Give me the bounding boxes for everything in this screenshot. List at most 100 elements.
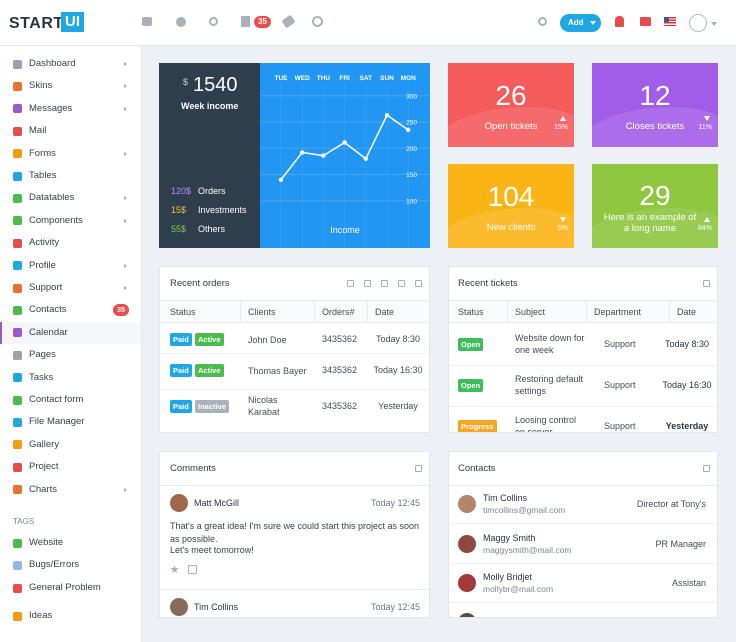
income-summary: $ 1540 Week income 120$ Orders 15$ Investme…	[159, 63, 260, 248]
menu-icon	[13, 238, 22, 248]
tag-icon	[13, 583, 22, 593]
panel-action[interactable]	[703, 280, 710, 287]
menu-item[interactable]: Skins	[29, 80, 53, 92]
x-tick-label: WED	[295, 75, 310, 82]
tag-item[interactable]: Ideas	[29, 610, 53, 621]
submenu-arrow	[124, 196, 127, 201]
menu-item[interactable]: Forms	[29, 147, 56, 159]
tag-item[interactable]: Website	[29, 537, 64, 548]
tag-item[interactable]: Bugs/Errors	[29, 559, 80, 570]
column-header: Department	[594, 307, 642, 317]
tag-item[interactable]: General Problem	[29, 582, 101, 593]
stat-label: Here is an example of a long name	[603, 212, 697, 234]
divider	[160, 589, 429, 590]
star-icon[interactable]	[170, 565, 179, 574]
ticket-date: Today 16:30	[662, 380, 712, 390]
stat-card[interactable]: 26 Open tickets 15%	[448, 63, 574, 147]
menu-item[interactable]: Contact form	[29, 394, 84, 405]
menu-item[interactable]: Messages	[29, 102, 73, 114]
bell-icon[interactable]	[615, 16, 624, 27]
menu-item[interactable]: Pages	[29, 349, 56, 361]
menu-item[interactable]: Activity	[29, 237, 60, 249]
avatar[interactable]	[689, 14, 707, 32]
stat-card[interactable]: 12 Closes tickets 11%	[592, 63, 718, 147]
income-point	[363, 156, 368, 161]
panel-action[interactable]	[381, 280, 388, 287]
panel-title: Contacts	[458, 463, 496, 474]
menu-icon	[13, 104, 22, 114]
x-tick-label: TUE	[275, 75, 289, 82]
panel-title: Recent orders	[170, 278, 230, 289]
menu-item[interactable]: Support	[29, 282, 63, 293]
status-chip: Open	[458, 338, 484, 351]
income-amount: 1540	[193, 74, 238, 96]
panel-action[interactable]	[415, 280, 422, 287]
contact-name[interactable]: Tim Collins	[483, 493, 528, 503]
contacts-panel: Contacts Tim Collins timcollins@gmail.com…	[448, 451, 718, 618]
panel-action[interactable]	[703, 465, 710, 472]
mail-icon[interactable]	[640, 17, 651, 26]
column-divider	[586, 300, 587, 323]
avatar	[170, 598, 188, 616]
menu-item[interactable]: Components	[29, 214, 83, 226]
submenu-arrow	[124, 84, 127, 89]
menu-item[interactable]: Contacts	[29, 304, 67, 316]
menu-icon	[13, 126, 22, 136]
stat-card[interactable]: 29 Here is an example of a long name 84%	[592, 164, 718, 248]
menu-item[interactable]: Dashboard	[29, 58, 76, 69]
comment-date: Today 12:45	[370, 498, 420, 508]
stat-value: 26	[495, 80, 527, 111]
stat-label: New clients	[486, 222, 536, 233]
divider	[449, 523, 717, 524]
order-date: Today 16:30	[373, 365, 423, 375]
x-tick-label: MON	[401, 75, 416, 82]
comment-text: Let's meet tomorrow!	[170, 545, 254, 555]
menu-item[interactable]: Profile	[29, 259, 56, 271]
stat-card[interactable]: 104 New clients 5%	[448, 164, 574, 248]
menu-icon	[13, 440, 22, 450]
menu-icon	[13, 261, 22, 271]
menu-item[interactable]: Gallery	[29, 438, 60, 450]
share-icon[interactable]	[188, 565, 197, 574]
menu-icon	[13, 350, 22, 360]
globe-icon[interactable]	[312, 16, 323, 27]
panel-action[interactable]	[398, 280, 405, 287]
avatar	[170, 494, 188, 512]
status-chip: Paid	[170, 333, 192, 346]
income-legend: 120$ Orders 15$ Investments 55$ Others	[159, 63, 260, 248]
logo[interactable]: START	[9, 15, 64, 32]
ticket-date: Yesterday	[665, 421, 709, 431]
menu-item[interactable]: Mail	[29, 125, 47, 137]
currency: $	[183, 77, 189, 87]
menu-item[interactable]: File Manager	[29, 416, 85, 428]
contact-name[interactable]: Molly Bridjet	[483, 572, 533, 582]
column-header: Date	[677, 307, 697, 317]
docs-icon[interactable]	[241, 16, 250, 27]
settings-icon[interactable]	[176, 17, 186, 27]
menu-item[interactable]: Tables	[29, 170, 57, 181]
contact-role: Director at Tony's	[636, 499, 706, 509]
contact-name[interactable]: Maggy Smith	[483, 532, 536, 543]
menu-item[interactable]: Project	[29, 461, 59, 473]
contact-role: Assistan	[671, 578, 706, 588]
row-divider	[449, 406, 717, 407]
flag-canton	[664, 17, 669, 22]
stat-label: Closes tickets	[625, 121, 685, 132]
chat-icon[interactable]	[142, 17, 152, 26]
search-icon[interactable]	[538, 17, 547, 26]
menu-item[interactable]: Datatables	[29, 192, 75, 204]
add-button[interactable]: Add	[560, 14, 601, 32]
subject: Restoring default settings	[515, 374, 584, 396]
share-icon[interactable]	[209, 17, 218, 26]
status-chip: Inactive	[195, 400, 229, 413]
panel-action[interactable]	[364, 280, 371, 287]
top-bar: START UI 35 Add	[0, 0, 736, 46]
panel-action[interactable]	[415, 465, 422, 472]
flag-icon[interactable]	[664, 17, 676, 26]
menu-item[interactable]: Calendar	[29, 326, 68, 338]
menu-item[interactable]: Tasks	[29, 371, 54, 383]
active-row	[0, 321, 141, 344]
menu-item[interactable]: Charts	[29, 483, 57, 495]
panel-action[interactable]	[347, 280, 354, 287]
logo-box[interactable]: UI	[61, 12, 84, 32]
